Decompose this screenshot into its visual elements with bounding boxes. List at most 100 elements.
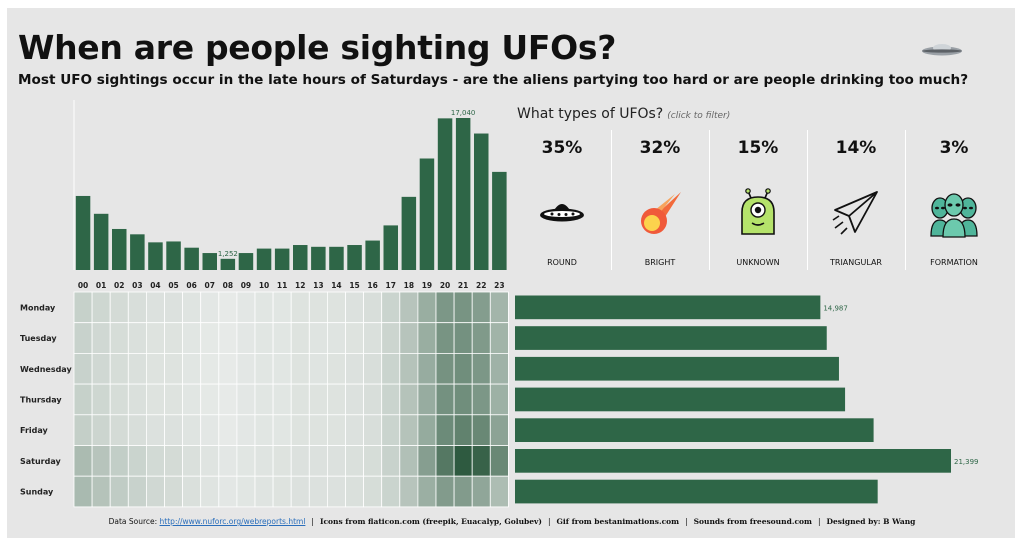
ufo-type-bright[interactable]: 32% BRIGHT bbox=[611, 130, 710, 270]
heatmap-cell bbox=[200, 475, 220, 508]
heatmap-cell bbox=[200, 352, 220, 385]
heatmap-cell bbox=[290, 352, 310, 385]
heatmap-cell bbox=[272, 475, 292, 508]
heatmap-cell bbox=[326, 414, 346, 446]
weekday-bar bbox=[515, 479, 878, 504]
weekday-data-label: 14,987 bbox=[823, 304, 848, 312]
heatmap-cell bbox=[109, 352, 129, 385]
hour-bar bbox=[419, 158, 435, 270]
heatmap-cell bbox=[363, 383, 383, 416]
type-percent: 15% bbox=[737, 138, 779, 158]
weekday-bar bbox=[515, 326, 827, 350]
heatmap-cell bbox=[73, 475, 93, 508]
alien-group-icon bbox=[930, 193, 978, 238]
hour-bar bbox=[238, 253, 254, 270]
heatmap-cell bbox=[290, 475, 310, 508]
hour-tick-label: 02 bbox=[114, 281, 124, 290]
gif-credit: Gif from bestanimations.com bbox=[556, 517, 680, 526]
heatmap-cell bbox=[308, 291, 328, 324]
heatmap-cell bbox=[326, 291, 346, 324]
heatmap-cell bbox=[489, 475, 509, 508]
designer-credit: Designed by: B Wang bbox=[826, 517, 916, 526]
heatmap-cell bbox=[218, 445, 238, 477]
heatmap-cell bbox=[290, 383, 310, 416]
heatmap-cell bbox=[489, 352, 509, 385]
footer: Data Source: http://www.nuforc.org/webre… bbox=[108, 517, 916, 526]
hour-bar bbox=[274, 248, 290, 270]
flying-saucer-icon bbox=[540, 204, 584, 222]
heatmap-cell bbox=[254, 445, 274, 477]
hour-bar bbox=[256, 248, 272, 270]
heatmap-cell bbox=[453, 322, 473, 354]
heatmap-cell bbox=[417, 352, 437, 385]
ufo-type-formation[interactable]: 3% FORMATION bbox=[905, 130, 1003, 270]
heatmap-cell bbox=[145, 322, 165, 354]
heatmap-cell bbox=[417, 445, 437, 477]
hour-bar bbox=[383, 225, 398, 270]
hour-tick-label: 01 bbox=[96, 281, 106, 290]
heatmap-cell bbox=[363, 445, 383, 477]
heatmap-cell bbox=[236, 352, 256, 385]
heatmap-cell bbox=[272, 383, 292, 416]
weekday-label: Monday bbox=[20, 303, 56, 312]
weekday-bar bbox=[515, 449, 951, 473]
heatmap-cell bbox=[272, 445, 292, 477]
hour-bar-chart: 00 01 02 03 04 05 06 07 08 1,252 09 10 11 12 13 14 15 16 1… bbox=[73, 100, 507, 290]
heatmap-cell bbox=[381, 414, 401, 446]
heatmap-cell bbox=[345, 414, 365, 446]
ufo-type-triangular[interactable]: 14% TRIANGULAR bbox=[807, 130, 906, 270]
heatmap-cell bbox=[200, 445, 220, 477]
type-label: ROUND bbox=[547, 258, 577, 267]
weekday-label: Sunday bbox=[20, 488, 54, 497]
heatmap-cell bbox=[417, 414, 437, 446]
heatmap-cell bbox=[218, 414, 238, 446]
hour-tick-label: 04 bbox=[150, 281, 160, 290]
sounds-credit: Sounds from freesound.com bbox=[693, 517, 812, 526]
heatmap-cell bbox=[182, 322, 202, 354]
heatmap-cell bbox=[381, 475, 401, 508]
heatmap-cell bbox=[145, 475, 165, 508]
heatmap-cell bbox=[182, 291, 202, 324]
weekday-bar bbox=[515, 295, 821, 320]
heatmap-cell bbox=[435, 322, 455, 354]
weekday-label: Wednesday bbox=[20, 365, 72, 374]
heatmap-cell bbox=[326, 383, 346, 416]
hour-tick-label: 15 bbox=[349, 281, 359, 290]
heatmap-cell bbox=[182, 383, 202, 416]
ufo-type-round[interactable]: 35% ROUND bbox=[513, 130, 612, 270]
heatmap-cell bbox=[254, 322, 274, 354]
hour-bar bbox=[293, 245, 308, 270]
heatmap-cell bbox=[399, 475, 419, 508]
heatmap-cell bbox=[471, 383, 491, 416]
hour-tick-label: 18 bbox=[404, 281, 414, 290]
heatmap-cell bbox=[399, 352, 419, 385]
heatmap-cell bbox=[272, 414, 292, 446]
heatmap-cell bbox=[489, 291, 509, 324]
heatmap-cell bbox=[91, 322, 111, 354]
hour-tick-label: 16 bbox=[367, 281, 377, 290]
type-label: BRIGHT bbox=[644, 258, 676, 267]
hour-tick-label: 13 bbox=[313, 281, 323, 290]
heatmap-cell bbox=[218, 322, 238, 354]
weekday-label: Thursday bbox=[20, 395, 62, 404]
ufo-type-unknown[interactable]: 15% UNKNOWN bbox=[709, 130, 808, 270]
heatmap-cell bbox=[435, 352, 455, 385]
heatmap-cell bbox=[236, 291, 256, 324]
source-link[interactable]: http://www.nuforc.org/webreports.html bbox=[159, 517, 306, 526]
day-hour-heatmap: Monday Tuesday Wednesday Thursday Friday Satu… bbox=[20, 291, 509, 508]
heatmap-cell bbox=[164, 352, 184, 385]
heatmap-cell bbox=[453, 291, 473, 324]
hour-tick-label: 22 bbox=[476, 281, 486, 290]
filter-hint: (click to filter) bbox=[667, 111, 731, 121]
heatmap-cell bbox=[453, 414, 473, 446]
hour-data-label: 1,252 bbox=[218, 250, 238, 258]
heatmap-cell bbox=[417, 475, 437, 508]
heatmap-cell bbox=[381, 445, 401, 477]
hour-tick-label: 23 bbox=[494, 281, 504, 290]
heatmap-cell bbox=[164, 322, 184, 354]
hour-bar bbox=[112, 228, 127, 270]
heatmap-cell bbox=[399, 414, 419, 446]
type-label: UNKNOWN bbox=[736, 258, 780, 267]
heatmap-cell bbox=[127, 383, 147, 416]
